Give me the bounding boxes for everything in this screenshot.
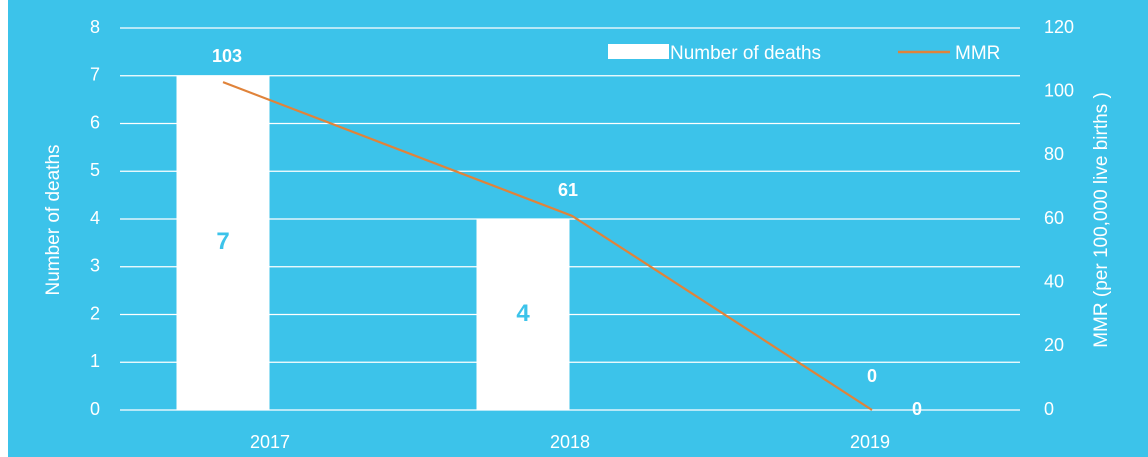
bar — [476, 219, 570, 410]
right-tick-label: 20 — [1044, 335, 1064, 355]
mmr-line — [222, 81, 873, 411]
left-tick-label: 6 — [90, 112, 100, 132]
right-tick-label: 60 — [1044, 208, 1064, 228]
legend-label-mmr: MMR — [955, 43, 1000, 64]
bar-value-label: 7 — [216, 228, 229, 255]
right-tick-label: 80 — [1044, 144, 1064, 164]
legend-label-deaths: Number of deaths — [670, 43, 821, 64]
left-tick-label: 8 — [90, 17, 100, 37]
left-tick-label: 2 — [90, 303, 100, 323]
left-axis-title: Number of deaths — [43, 144, 64, 295]
right-axis-title: MMR (per 100,000 live births ) — [1091, 92, 1112, 348]
bar-zero-label: 0 — [912, 399, 922, 419]
left-tick-label: 4 — [90, 208, 100, 228]
x-tick-label: 2019 — [850, 432, 890, 452]
legend: Number of deaths MMR — [608, 43, 1000, 64]
mmr-value-label: 0 — [867, 366, 877, 386]
line-series — [222, 81, 873, 411]
bar — [176, 75, 270, 410]
x-tick-label: 2018 — [550, 432, 590, 452]
legend-swatch-deaths — [608, 44, 669, 59]
x-tick-label: 2017 — [250, 432, 290, 452]
gridlines — [120, 27, 1020, 411]
left-tick-label: 7 — [90, 65, 100, 85]
right-tick-label: 100 — [1044, 80, 1074, 100]
bar-value-label: 4 — [516, 300, 530, 327]
left-tick-label: 1 — [90, 351, 100, 371]
left-tick-label: 3 — [90, 256, 100, 276]
right-tick-label: 40 — [1044, 271, 1064, 291]
chart: 7 4 0 103 61 0 0 1 2 3 4 5 6 7 8 0 20 40 60 80 100 120 2017 20… — [8, 0, 1148, 457]
right-tick-label: 0 — [1044, 399, 1054, 419]
mmr-value-label: 61 — [558, 180, 578, 200]
left-tick-label: 5 — [90, 160, 100, 180]
left-tick-label: 0 — [90, 399, 100, 419]
data-labels: 7 4 0 103 61 0 — [212, 46, 922, 419]
mmr-value-label: 103 — [212, 46, 242, 66]
bar-series — [176, 75, 570, 410]
right-tick-label: 120 — [1044, 17, 1074, 37]
